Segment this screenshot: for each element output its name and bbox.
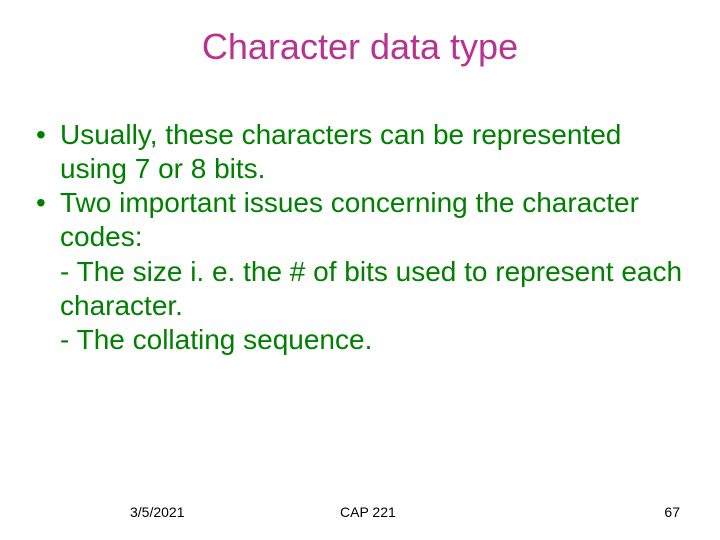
slide-body: Usually, these characters can be represe… bbox=[0, 118, 720, 357]
bullet-item: Usually, these characters can be represe… bbox=[30, 118, 690, 186]
sub-point: - The size i. e. the # of bits used to r… bbox=[30, 255, 690, 323]
slide: Character data type Usually, these chara… bbox=[0, 0, 720, 540]
footer-page: 67 bbox=[664, 504, 680, 520]
bullet-item: Two important issues concerning the char… bbox=[30, 186, 690, 254]
slide-title: Character data type bbox=[0, 0, 720, 68]
footer-date: 3/5/2021 bbox=[130, 504, 185, 520]
sub-point: - The collating sequence. bbox=[30, 323, 690, 357]
bullet-list: Usually, these characters can be represe… bbox=[30, 118, 690, 255]
footer-course: CAP 221 bbox=[340, 504, 396, 520]
